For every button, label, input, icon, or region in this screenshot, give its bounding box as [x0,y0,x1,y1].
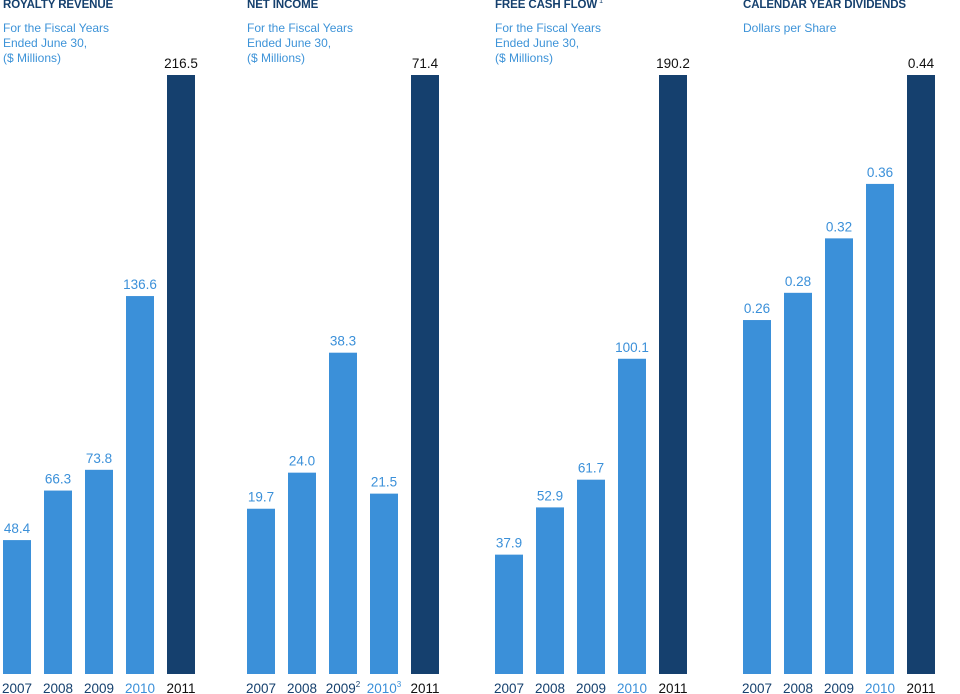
bar-plot: 19.7 2007 24.0 2008 38.3 20092 21.5 20103 71.4 20… [246,56,440,694]
bar-2009 [825,238,853,674]
tick-label: 2011 [658,681,687,694]
tick-label: 2011 [166,681,195,694]
value-label: 216.5 [164,56,198,71]
tick-label: 2009 [84,681,114,694]
bar-2007 [247,508,275,674]
chart-title: NET INCOME [247,0,319,11]
value-label: 0.32 [826,219,852,234]
value-label: 52.9 [537,488,563,503]
bar-2008 [784,292,812,674]
chart-panel-net-income: NET INCOME For the Fiscal Years Ended Ju… [246,0,447,694]
value-label: 48.4 [4,521,31,536]
value-label: 0.36 [867,165,893,180]
value-label: 0.28 [785,274,811,289]
value-label: 0.26 [744,301,770,316]
chart-subtitle: For the Fiscal Years Ended June 30, ($ M… [3,21,110,65]
bar-2009 [577,479,605,674]
value-label: 136.6 [123,277,157,292]
tick-label: 2007 [742,681,772,694]
value-label: 37.9 [496,536,522,551]
value-label: 190.2 [656,56,690,71]
tick-label: 2010 [125,681,155,694]
chart-panel-calendar-year-dividends: CALENDAR YEAR DIVIDENDS Dollars per Shar… [742,0,943,694]
bar-2010 [370,493,398,674]
bar-2010 [618,358,646,674]
tick-label: 2007 [2,681,32,694]
value-label: 19.7 [248,490,274,505]
tick-label: 2010 [865,681,895,694]
bar-2007 [3,540,31,674]
bar-2008 [44,490,72,674]
tick-label: 2010 [617,681,647,694]
tick-label: 2011 [906,681,935,694]
chart-panel-free-cash-flow: FREE CASH FLOW 1 For the Fiscal Years End… [494,0,695,694]
chart-title: CALENDAR YEAR DIVIDENDS [743,0,906,11]
tick-label: 2007 [246,681,276,694]
value-label: 61.7 [578,461,604,476]
tick-label: 2008 [535,681,565,694]
bar-2009 [85,469,113,674]
tick-label: 20092 [326,680,361,694]
tick-label: 2007 [494,681,524,694]
chart-subtitle: For the Fiscal Years Ended June 30, ($ M… [247,21,354,65]
bar-plot: 0.26 2007 0.28 2008 0.32 2009 0.36 2010 0.44 2011 [742,56,936,694]
tick-label: 2008 [43,681,73,694]
bar-2010 [866,183,894,674]
tick-label: 20103 [367,680,402,694]
bar-2010 [126,296,154,674]
chart-panel-royalty-revenue: ROYALTY REVENUE For the Fiscal Years End… [2,0,203,694]
value-label: 0.44 [908,56,935,71]
bar-2007 [495,554,523,674]
bar-2011 [411,75,439,674]
bar-2007 [743,320,771,674]
chart-subtitle: Dollars per Share [743,21,837,35]
bar-plot: 48.4 2007 66.3 2008 73.8 2009 136.6 2010 216.5 20… [2,56,198,694]
chart-title: FREE CASH FLOW 1 [495,0,603,11]
tick-label: 2008 [783,681,813,694]
bar-2009 [329,352,357,674]
chart-subtitle: For the Fiscal Years Ended June 30, ($ M… [495,21,602,65]
tick-label: 2009 [824,681,854,694]
tick-label: 2009 [576,681,606,694]
tick-label: 2008 [287,681,317,694]
bar-2008 [288,472,316,674]
value-label: 100.1 [615,340,649,355]
value-label: 66.3 [45,472,71,487]
bar-plot: 37.9 2007 52.9 2008 61.7 2009 100.1 2010 190.2 20… [494,56,690,694]
value-label: 21.5 [371,475,397,490]
bar-2011 [167,75,195,674]
tick-label: 2011 [410,681,439,694]
bar-2008 [536,507,564,674]
value-label: 24.0 [289,454,315,469]
value-label: 38.3 [330,334,356,349]
value-label: 71.4 [412,56,439,71]
chart-title: ROYALTY REVENUE [3,0,114,11]
bar-2011 [659,75,687,674]
value-label: 73.8 [86,451,112,466]
bar-2011 [907,75,935,674]
